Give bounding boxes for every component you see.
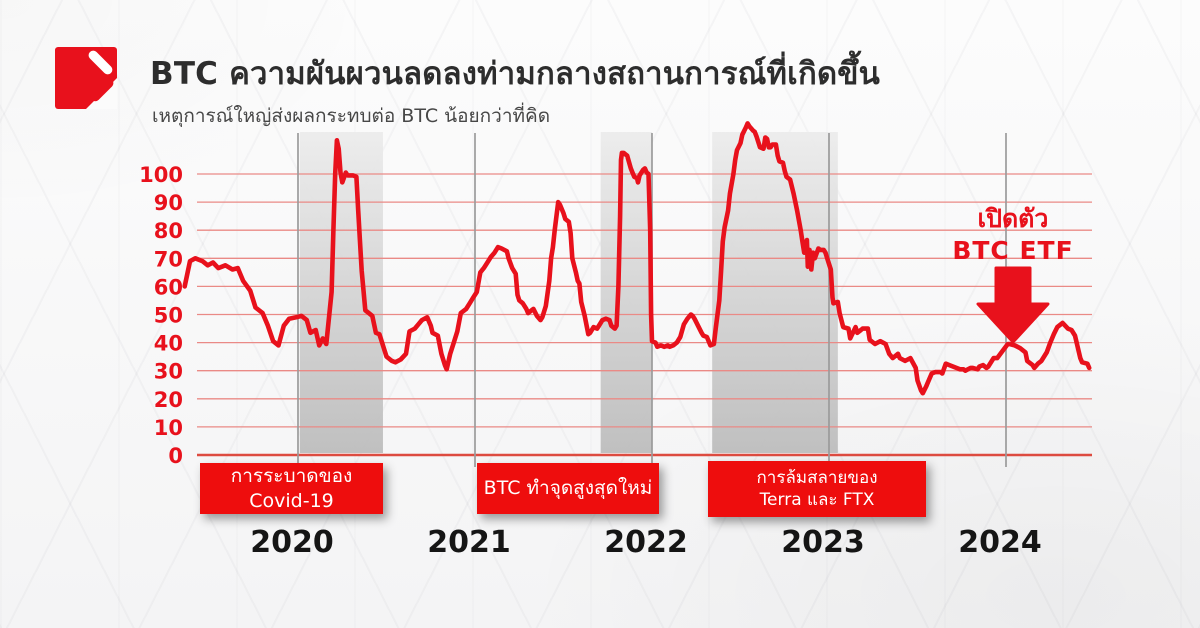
event-label-terra-ftx-line2: Terra และ FTX [759, 490, 875, 510]
page-subtitle: เหตุการณ์ใหญ่ส่งผลกระทบต่อ BTC น้อยกว่าท… [152, 105, 551, 127]
event-band [299, 132, 383, 453]
y-axis-tick-label: 80 [154, 219, 183, 243]
year-gridlines [297, 133, 1007, 467]
x-axis-year-label: 2022 [604, 525, 688, 560]
y-axis-tick-label: 90 [154, 191, 183, 215]
down-arrow-icon [976, 266, 1050, 344]
x-axis-year-label: 2023 [781, 525, 865, 560]
x-axis-labels: 2020 2021 2022 2023 2024 [250, 525, 1042, 560]
volatility-line-series [182, 121, 1092, 396]
horizontal-gridlines [197, 173, 1092, 457]
y-axis-tick-label: 100 [139, 163, 183, 187]
event-label-ath: BTC ทำจุดสูงสุดใหม่ [477, 463, 659, 514]
event-label-terra-ftx: การล้มสลายของ Terra และ FTX [708, 461, 926, 517]
brand-logo-icon [55, 47, 117, 109]
y-axis-tick-label: 30 [154, 360, 183, 384]
y-axis-tick-label: 40 [154, 332, 183, 356]
event-label-ath-text: BTC ทำจุดสูงสุดใหม่ [483, 477, 653, 500]
etf-annotation-line2: BTC ETF [952, 236, 1073, 265]
event-label-covid-text: การระบาดของ Covid-19 [230, 464, 353, 512]
y-axis-tick-label: 70 [154, 247, 183, 271]
event-band [600, 132, 652, 453]
y-axis-tick-label: 0 [168, 444, 183, 468]
event-highlight-bands [299, 132, 838, 453]
x-axis-year-label: 2024 [958, 525, 1042, 560]
y-axis-labels: 0 10 20 30 40 50 60 70 80 90 100 [139, 163, 183, 468]
page-title: BTC ความผันผวนลดลงท่ามกลางสถานการณ์ที่เก… [150, 56, 881, 92]
btc-volatility-series-line [182, 121, 1092, 396]
y-axis-tick-label: 10 [154, 416, 183, 440]
event-label-terra-ftx-line1: การล้มสลายของ [756, 467, 878, 488]
y-axis-tick-label: 20 [154, 388, 183, 412]
x-axis-year-label: 2020 [250, 525, 334, 560]
etf-annotation-line1: เปิดตัว [978, 204, 1049, 233]
x-axis-year-label: 2021 [427, 525, 511, 560]
etf-annotation: เปิดตัว BTC ETF [952, 204, 1073, 344]
event-label-covid: การระบาดของ Covid-19 [200, 463, 383, 514]
y-axis-tick-label: 60 [154, 275, 183, 299]
y-axis-tick-label: 50 [154, 304, 183, 328]
